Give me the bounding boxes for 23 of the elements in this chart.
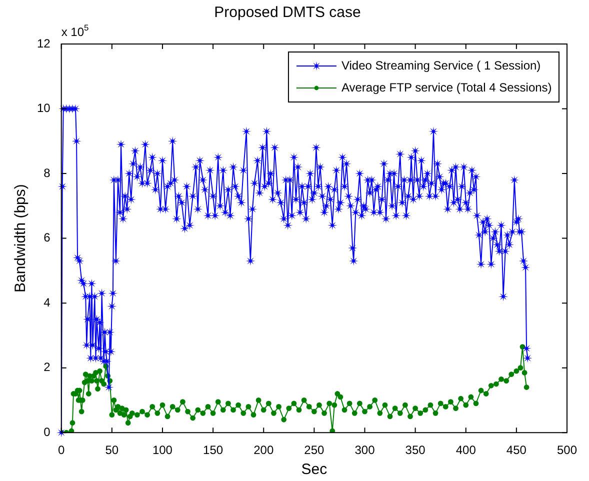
y-tick-label: 2 bbox=[44, 360, 51, 374]
y-tick-label: 4 bbox=[44, 295, 51, 310]
x-tick-label: 200 bbox=[254, 443, 274, 458]
chart-title: Proposed DMTS case bbox=[214, 4, 361, 22]
x-tick-label: 0 bbox=[58, 443, 66, 458]
legend-label: Average FTP service (Total 4 Sessions) bbox=[341, 80, 552, 94]
y-tick-label: 12 bbox=[36, 36, 51, 50]
y-tick-label: 10 bbox=[36, 101, 51, 116]
y-tick-label: 6 bbox=[44, 230, 51, 245]
x-tick-label: 500 bbox=[556, 443, 578, 458]
x-tick-label: 400 bbox=[456, 443, 476, 458]
x-tick-label: 250 bbox=[304, 443, 325, 458]
x-tick-label: 100 bbox=[152, 443, 173, 458]
y-tick-label: 8 bbox=[44, 166, 51, 180]
legend-label: Video Streaming Service ( 1 Session) bbox=[341, 58, 541, 72]
x-tick-label: 300 bbox=[354, 443, 376, 458]
x-tick-label: 450 bbox=[506, 443, 527, 458]
y-axis-title: Bandwidth (bps) bbox=[12, 184, 30, 293]
x-tick-label: 50 bbox=[105, 443, 119, 458]
y-tick-label: 0 bbox=[44, 424, 51, 439]
x-tick-label: 150 bbox=[203, 443, 224, 458]
x-axis-title: Sec bbox=[301, 461, 328, 478]
x-tick-label: 350 bbox=[405, 443, 426, 458]
